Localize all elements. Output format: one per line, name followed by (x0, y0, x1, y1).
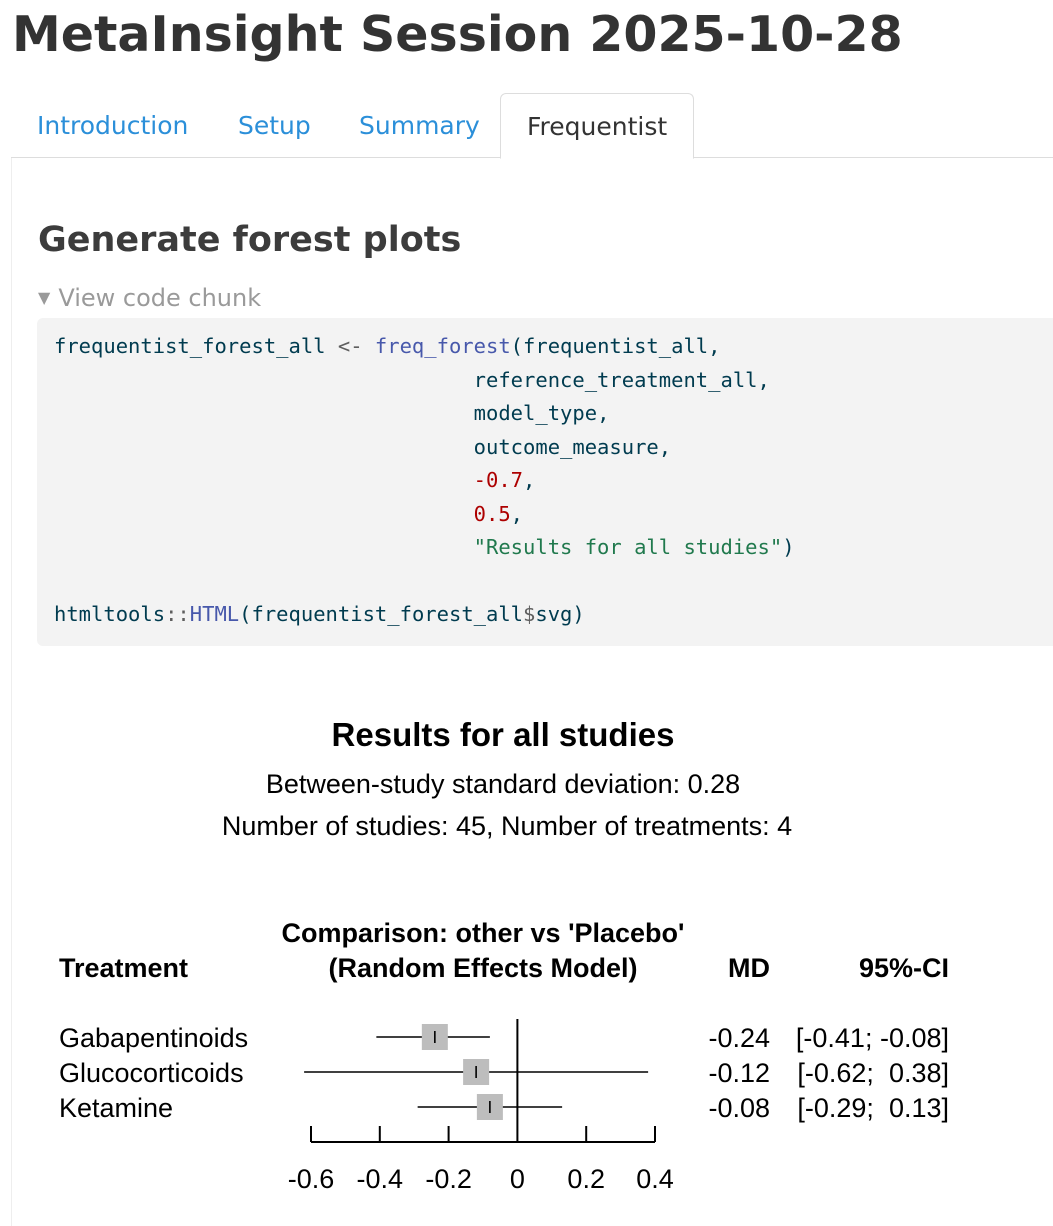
plot-subtitle-tau: Between-study standard deviation: 0.28 (266, 769, 740, 799)
x-tick-label: 0.2 (567, 1164, 605, 1194)
md-column-header: MD (728, 953, 770, 983)
code-text: frequentist_forest_all <- freq_forest(fr… (54, 334, 795, 626)
comparison-header-line2: (Random Effects Model) (328, 953, 637, 983)
page-title: MetaInsight Session 2025-10-28 (12, 6, 903, 63)
comparison-header-line1: Comparison: other vs 'Placebo' (282, 918, 685, 948)
x-tick-label: -0.2 (425, 1164, 472, 1194)
md-value: -0.24 (708, 1023, 770, 1053)
code-chunk-toggle[interactable]: ▼ View code chunk (38, 284, 261, 312)
triangle-down-icon: ▼ (38, 288, 51, 307)
effect-square (463, 1059, 490, 1085)
ci-column-header: 95%-CI (859, 953, 949, 983)
treatment-column-header: Treatment (59, 953, 188, 983)
effect-square (421, 1024, 448, 1050)
x-tick-label: 0 (510, 1164, 525, 1194)
ci-value: [-0.41; -0.08] (796, 1023, 949, 1053)
code-chunk-toggle-label: View code chunk (58, 284, 262, 312)
content-border (11, 158, 12, 1226)
plot-title: Results for all studies (332, 716, 675, 753)
ci-value: [-0.62; 0.38] (797, 1058, 949, 1088)
tab-introduction[interactable]: Introduction (37, 111, 189, 140)
x-tick-label: -0.4 (357, 1164, 404, 1194)
tab-setup[interactable]: Setup (238, 111, 311, 140)
x-tick-label: -0.6 (288, 1164, 335, 1194)
code-block: frequentist_forest_all <- freq_forest(fr… (37, 318, 1053, 646)
tab-bar: Introduction Setup Summary Frequentist (11, 93, 1053, 159)
md-value: -0.08 (708, 1093, 770, 1123)
tab-summary[interactable]: Summary (359, 111, 480, 140)
treatment-label: Gabapentinoids (59, 1023, 248, 1053)
tab-frequentist[interactable]: Frequentist (500, 93, 695, 159)
treatment-label: Glucocorticoids (59, 1058, 244, 1088)
x-tick-label: 0.4 (636, 1164, 674, 1194)
effect-square (476, 1094, 503, 1120)
section-title: Generate forest plots (38, 220, 462, 260)
md-value: -0.12 (708, 1058, 770, 1088)
plot-subtitle-counts: Number of studies: 45, Number of treatme… (222, 811, 792, 841)
ci-value: [-0.29; 0.13] (797, 1093, 949, 1123)
forest-marks: Gabapentinoids -0.24 [-0.41; -0.08] Glucoco… (59, 1019, 949, 1194)
treatment-label: Ketamine (59, 1093, 173, 1123)
